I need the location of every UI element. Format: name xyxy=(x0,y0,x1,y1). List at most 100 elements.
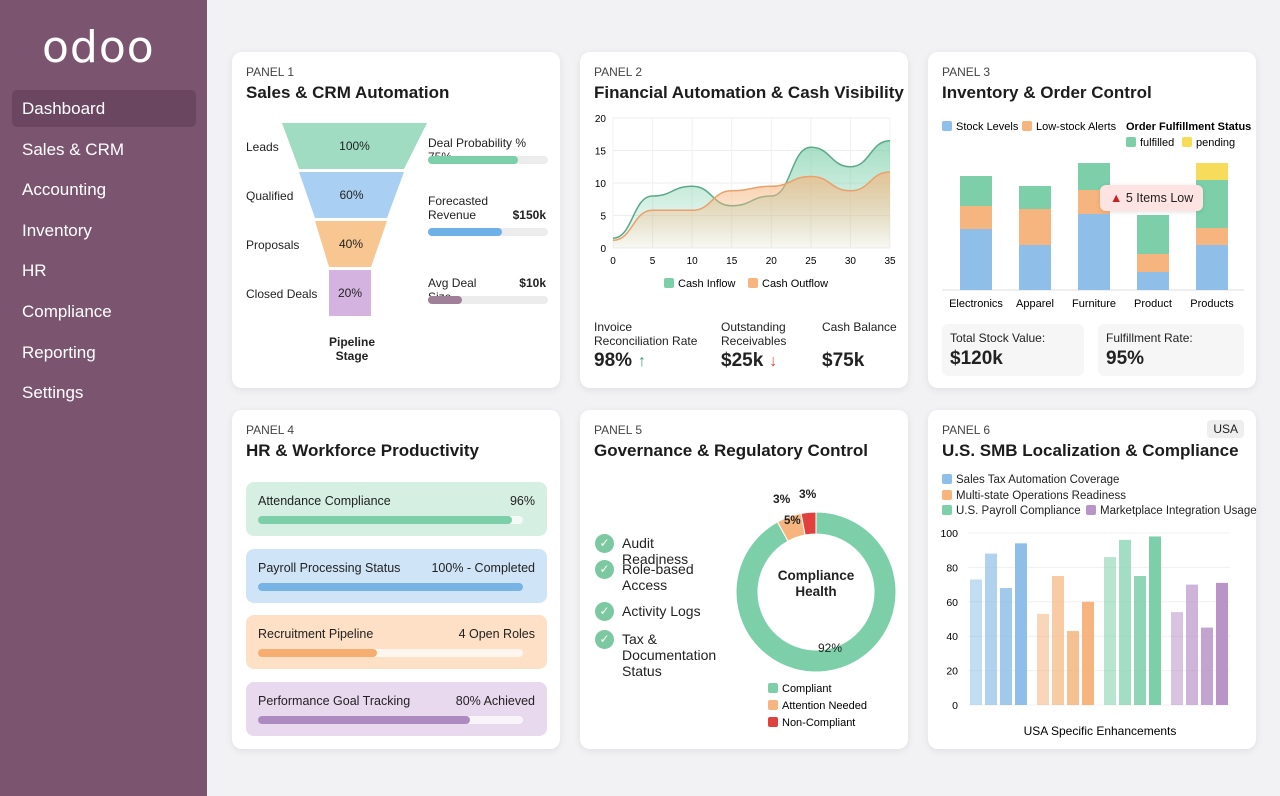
hr-progress xyxy=(258,582,523,591)
funnel-segment[interactable]: 20% xyxy=(329,270,371,316)
check-icon: ✓ xyxy=(595,602,614,621)
noncompliant-pct-a: 3% xyxy=(773,492,791,506)
panel-label: PANEL 1 xyxy=(246,65,295,79)
panel-inventory: PANEL 3 Inventory & Order Control Stock … xyxy=(928,52,1256,388)
panel-label: PANEL 2 xyxy=(594,65,643,79)
category-label: Product xyxy=(1134,298,1172,310)
legend-label: Compliant xyxy=(782,683,832,695)
sidebar-item-reporting[interactable]: Reporting xyxy=(22,342,96,362)
metric-progress xyxy=(428,156,548,164)
funnel-stage-label: Proposals xyxy=(246,238,300,252)
sidebar-item-dashboard[interactable]: Dashboard xyxy=(12,90,196,127)
hr-metric-card[interactable]: Performance Goal Tracking 80% Achieved xyxy=(246,681,547,736)
legend-swatch xyxy=(1126,137,1136,147)
metric-label: Forecasted Revenue xyxy=(428,194,489,222)
legend-label: Low-stock Alerts xyxy=(1036,121,1117,133)
checklist-item: Audit Readiness xyxy=(622,535,689,567)
funnel-segment[interactable]: 60% xyxy=(299,172,404,218)
hr-metric-label: Attendance Compliance xyxy=(258,494,391,508)
kpi-value: 95% xyxy=(1106,348,1145,369)
funnel-stage-label: Closed Deals xyxy=(246,287,318,301)
kpi-card: Total Stock Value: $120k xyxy=(942,324,1084,376)
low-stock-alert[interactable]: ▲ 5 Items Low xyxy=(1100,185,1204,211)
stacked-bar-segment xyxy=(1137,272,1169,290)
y-tick-label: 40 xyxy=(946,631,958,643)
category-label: Apparel xyxy=(1016,298,1054,310)
kpi-value: 98% ↑ xyxy=(594,350,646,372)
hr-metric-card[interactable]: Attendance Compliance 96% xyxy=(246,482,547,536)
sidebar-nav: Dashboard Sales & CRM Accounting Inventory H… xyxy=(12,90,196,415)
legend-swatch xyxy=(942,489,952,500)
stacked-bar-segment xyxy=(1196,245,1228,290)
y-tick-label: 0 xyxy=(952,700,958,712)
funnel-stage-label: Qualified xyxy=(246,189,294,203)
y-tick-label: 80 xyxy=(946,562,958,574)
donut-slice-non-compliant xyxy=(800,511,817,536)
stacked-bar-segment xyxy=(1019,186,1051,209)
hr-metric-value: 100% - Completed xyxy=(431,560,535,575)
sidebar-item-sales-crm[interactable]: Sales & CRM xyxy=(22,139,125,159)
sidebar-item-accounting[interactable]: Accounting xyxy=(22,180,107,200)
funnel-value: 60% xyxy=(339,188,364,202)
legend-label: U.S. Payroll Compliance xyxy=(956,505,1081,517)
check-icon: ✓ xyxy=(595,560,614,579)
legend-swatch xyxy=(768,683,778,693)
hr-metric-label: Recruitment Pipeline xyxy=(258,627,374,641)
metric-value: $10k xyxy=(519,276,546,290)
compliant-pct: 92% xyxy=(818,641,843,655)
legend-label: Marketplace Integration Usage xyxy=(1100,505,1257,517)
legend-label: Non-Compliant xyxy=(782,717,855,729)
legend-swatch xyxy=(942,474,952,484)
sidebar-item-inventory[interactable]: Inventory xyxy=(22,220,92,240)
bar xyxy=(1186,584,1198,705)
hr-metric-card[interactable]: Recruitment Pipeline 4 Open Roles xyxy=(246,615,547,669)
panel-title: U.S. SMB Localization & Compliance xyxy=(942,441,1239,460)
legend-label: Stock Levels xyxy=(956,121,1019,133)
sidebar-item-settings[interactable]: Settings xyxy=(22,383,84,403)
kpi-card: Fulfillment Rate: 95% xyxy=(1098,324,1244,376)
bar xyxy=(1067,631,1079,705)
attention-pct: 5% xyxy=(784,515,801,527)
funnel-stage-label: Leads xyxy=(246,140,279,154)
funnel-value: 20% xyxy=(337,286,363,300)
y-tick-label: 5 xyxy=(600,212,606,223)
bar xyxy=(1052,576,1064,705)
hr-progress xyxy=(258,715,523,724)
funnel-caption: Pipeline Stage xyxy=(328,335,375,363)
sidebar-item-compliance[interactable]: Compliance xyxy=(22,301,112,321)
legend-item: Sales Tax Automation Coverage xyxy=(942,473,1119,489)
legend-swatch xyxy=(768,700,778,710)
panel-label: PANEL 5 xyxy=(594,423,643,437)
legend-label: Sales Tax Automation Coverage xyxy=(956,474,1120,486)
y-tick-label: 60 xyxy=(946,597,958,609)
kpi-number: 98% xyxy=(594,350,633,371)
panel-title: Inventory & Order Control xyxy=(942,83,1152,102)
hr-metric-value: 96% xyxy=(509,494,535,508)
panel-title: Governance & Regulatory Control xyxy=(594,441,868,460)
legend-swatch xyxy=(942,505,952,515)
funnel-segment[interactable]: 100% xyxy=(282,123,427,169)
stacked-bar-segment xyxy=(960,206,992,229)
legend-item: Marketplace Integration Usage xyxy=(1086,504,1257,520)
stacked-bar-segment xyxy=(1196,228,1228,245)
x-tick-label: 5 xyxy=(650,256,656,267)
usa-bar-chart: 0 20 40 60 80 100 USA Specific Enhancements xyxy=(940,528,1230,738)
category-label: Electronics xyxy=(949,298,1003,310)
odoo-logo[interactable]: odoo xyxy=(42,22,155,73)
funnel-segment[interactable]: 40% xyxy=(315,221,387,267)
legend-label: Multi-state Operations Readiness xyxy=(956,489,1127,502)
bar xyxy=(1037,613,1049,705)
funnel-value: 40% xyxy=(338,237,364,251)
stacked-bar-segment xyxy=(1019,209,1051,245)
panel-usa: PANEL 6 U.S. SMB Localization & Complian… xyxy=(928,410,1257,749)
panel-sales-crm: PANEL 1 Sales & CRM Automation Leads 100%… xyxy=(232,52,560,388)
panel-title: Financial Automation & Cash Visibility xyxy=(594,83,904,102)
hr-metric-card[interactable]: Payroll Processing Status 100% - Complete… xyxy=(246,548,547,603)
panel-financial: PANEL 2 Financial Automation & Cash Visi… xyxy=(580,52,908,388)
compliance-donut: Compliant Attention Needed Non-Compliant xyxy=(735,511,897,729)
sidebar-item-hr[interactable]: HR xyxy=(22,261,47,281)
stacked-bar-segment xyxy=(1019,245,1051,290)
stacked-bar-segment xyxy=(1137,215,1169,254)
legend-swatch xyxy=(748,278,758,288)
bar xyxy=(1216,582,1228,705)
